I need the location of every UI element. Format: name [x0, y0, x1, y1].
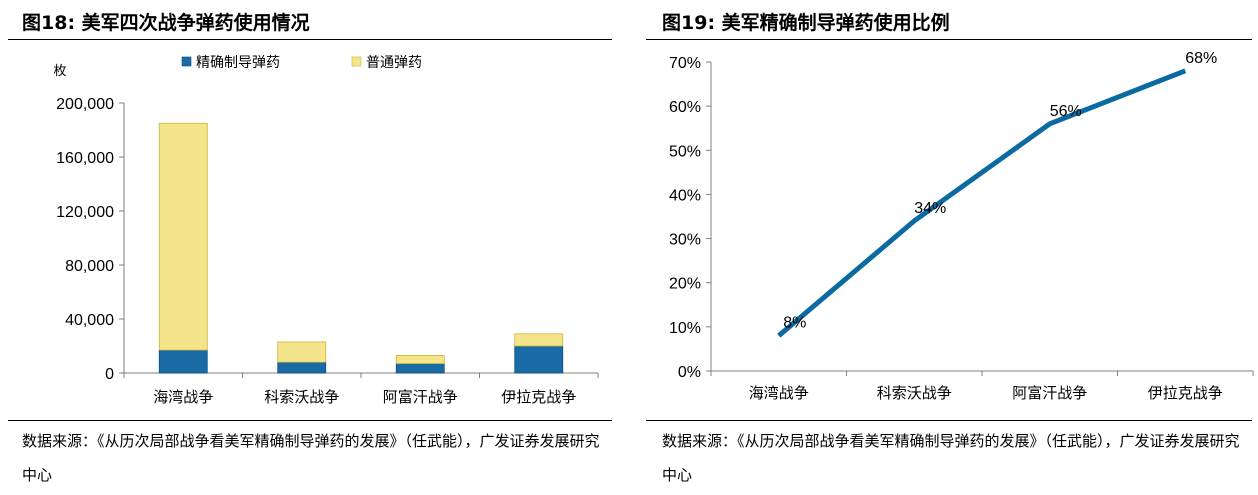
source-rule: [8, 420, 612, 421]
legend-swatch: [181, 56, 192, 67]
legend-label: 精确制导弹药: [196, 55, 280, 71]
bar-conventional: [158, 122, 208, 351]
bar-precision: [514, 345, 564, 374]
figure-18-panel: 图18: 美军四次战争弹药使用情况 200,000 160,000 120,000 8…: [0, 0, 620, 495]
data-label: 34%: [914, 200, 946, 217]
y-tick-label: 120,000: [56, 204, 114, 221]
x-tick-label: 科索沃战争: [877, 384, 952, 402]
y-tick-label: 20%: [669, 276, 701, 293]
y-tick-label: 0%: [678, 364, 701, 381]
bar-conventional: [514, 333, 564, 347]
x-tick-label: 阿富汗战争: [1012, 384, 1087, 402]
y-tick-label: 80,000: [65, 258, 114, 275]
x-tick-label: 科索沃战争: [264, 388, 339, 406]
figure-19-panel: 图19: 美军精确制导弹药使用比例 70% 60% 50% 40% 30% 20% 10% 0…: [640, 0, 1258, 495]
y-tick-label: 60%: [669, 99, 701, 116]
title-rule: [646, 39, 1252, 40]
title-rule: [8, 39, 612, 40]
y-tick-label: 0: [105, 366, 114, 383]
y-tick-label: 30%: [669, 232, 701, 249]
bar-conventional: [395, 355, 445, 364]
source-rule: [646, 420, 1252, 421]
data-label: 56%: [1050, 103, 1082, 120]
data-label: 8%: [783, 315, 806, 332]
x-tick-label: 伊拉克战争: [1148, 384, 1223, 402]
bar-precision: [395, 363, 445, 374]
y-tick-label: 10%: [669, 320, 701, 337]
y-tick-label: 50%: [669, 143, 701, 160]
y-tick-label: 40,000: [65, 312, 114, 329]
figure-18-source: 数据来源：《从历次局部战争看美军精确制导弹药的发展》（任武能），广发证券发展研究…: [22, 432, 600, 484]
figure-18-title: 图18: 美军四次战争弹药使用情况: [22, 12, 310, 34]
x-tick-label: 海湾战争: [153, 388, 213, 406]
series-line: [777, 68, 1187, 338]
x-tick-label: 海湾战争: [749, 384, 809, 402]
y-tick-label: 40%: [669, 187, 701, 204]
x-tick-label: 阿富汗战争: [383, 388, 458, 406]
y-tick-label: 160,000: [56, 150, 114, 167]
legend-label: 普通弹药: [366, 55, 422, 71]
data-label: 68%: [1185, 50, 1217, 67]
line-chart: 70% 60% 50% 40% 30% 20% 10% 0% 海湾战争 科索沃战争 阿富汗战争 伊拉克…: [669, 50, 1254, 402]
figure-19-source: 数据来源：《从历次局部战争看美军精确制导弹药的发展》（任武能），广发证券发展研究…: [662, 432, 1240, 484]
bar-precision: [158, 349, 208, 374]
bar-conventional: [277, 341, 327, 363]
x-tick-label: 伊拉克战争: [501, 388, 576, 406]
y-axis-unit: 枚: [53, 64, 66, 79]
y-tick-label: 70%: [669, 55, 701, 72]
bar-precision: [277, 361, 327, 374]
figure-19-title: 图19: 美军精确制导弹药使用比例: [662, 12, 950, 34]
y-tick-label: 200,000: [56, 96, 114, 113]
legend-swatch: [351, 56, 362, 67]
